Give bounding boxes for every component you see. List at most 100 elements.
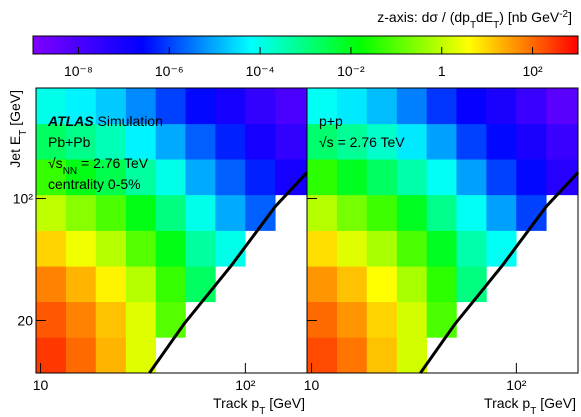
heat-cell bbox=[215, 88, 246, 125]
x-axis-title: Track pT [GeV] bbox=[213, 395, 305, 417]
curve bbox=[148, 171, 309, 374]
heat-cell bbox=[366, 194, 398, 231]
heat-cell bbox=[125, 266, 157, 303]
heat-cell bbox=[155, 266, 186, 303]
z-tick-label: 10⁻⁴ bbox=[246, 63, 275, 79]
annotation: √sNN = 2.76 TeV bbox=[48, 155, 149, 177]
heat-cell bbox=[366, 88, 398, 125]
heat-cell bbox=[65, 123, 97, 160]
heat-cell bbox=[396, 301, 428, 338]
label-part: ] bbox=[568, 9, 572, 25]
label-part: [GeV] bbox=[265, 395, 305, 411]
heat-cell bbox=[95, 123, 127, 160]
heat-cell bbox=[125, 337, 157, 374]
x-tick-label: 10 bbox=[33, 377, 49, 393]
heat-cell bbox=[336, 88, 368, 125]
heat-cell bbox=[336, 230, 368, 267]
heat-cell bbox=[336, 123, 368, 160]
heat-cell bbox=[396, 337, 428, 374]
heat-cell bbox=[307, 301, 338, 338]
x-tick-label: 10² bbox=[235, 377, 256, 393]
z-tick-label: 1 bbox=[438, 63, 446, 79]
heat-cell bbox=[426, 230, 457, 267]
label-part: = 2.76 TeV bbox=[77, 155, 149, 171]
heat-cell bbox=[155, 159, 186, 196]
heat-cell bbox=[396, 230, 428, 267]
heat-cell bbox=[215, 230, 246, 267]
heat-cell bbox=[307, 88, 338, 125]
heat-cell bbox=[155, 230, 186, 267]
label-part: ATLAS bbox=[47, 113, 94, 129]
heat-cell bbox=[486, 159, 517, 196]
heat-cell bbox=[125, 123, 157, 160]
label-part: [GeV] bbox=[7, 90, 23, 130]
panel bbox=[36, 88, 309, 374]
label-part: Track p bbox=[484, 395, 530, 411]
x-axis-title: Track pT [GeV] bbox=[484, 395, 576, 417]
heat-cell bbox=[366, 266, 398, 303]
label-part: centrality 0-5% bbox=[48, 176, 141, 192]
heat-cell bbox=[307, 266, 338, 303]
heat-cell bbox=[245, 123, 276, 160]
heat-cell bbox=[95, 301, 127, 338]
heat-cell bbox=[215, 123, 246, 160]
heat-cell bbox=[95, 159, 127, 196]
heat-cell bbox=[336, 266, 368, 303]
z-title: z-axis: dσ / (dpTdET) [nb GeV-2] bbox=[377, 9, 572, 31]
heat-cell bbox=[307, 230, 338, 267]
heat-cell bbox=[366, 123, 398, 160]
heat-cell bbox=[155, 123, 186, 160]
label-part: Track p bbox=[213, 395, 259, 411]
label-part: -2 bbox=[559, 9, 568, 20]
label-part: NN bbox=[63, 166, 77, 177]
heat-cell bbox=[155, 301, 186, 338]
heat-cell bbox=[125, 194, 157, 231]
heat-cell bbox=[36, 194, 67, 231]
heat-cell bbox=[36, 266, 67, 303]
heat-cell bbox=[426, 301, 457, 338]
label-part: Pb+Pb bbox=[48, 134, 91, 150]
panel bbox=[307, 88, 580, 374]
heat-cell bbox=[95, 337, 127, 374]
heat-cell bbox=[396, 194, 428, 231]
heat-cell bbox=[65, 159, 97, 196]
label-part: dE bbox=[476, 9, 493, 25]
heat-cell bbox=[366, 159, 398, 196]
x-tick-label: 10² bbox=[506, 377, 527, 393]
y-tick-label: 20 bbox=[17, 312, 33, 328]
annotation: ATLAS Simulation bbox=[47, 113, 163, 129]
heat-cell bbox=[307, 159, 338, 196]
heat-cell bbox=[65, 230, 97, 267]
label-part: p+p bbox=[319, 113, 343, 129]
heat-cell bbox=[456, 230, 487, 267]
heat-cell bbox=[65, 337, 97, 374]
z-tick-label: 10⁻⁶ bbox=[155, 63, 184, 79]
heat-cell bbox=[36, 123, 67, 160]
heat-cell bbox=[307, 123, 338, 160]
heat-cell bbox=[125, 301, 157, 338]
heat-cell bbox=[36, 88, 67, 125]
heat-cell bbox=[245, 159, 276, 196]
heat-cell bbox=[185, 194, 216, 231]
label-part: T bbox=[259, 406, 265, 417]
heat-cell bbox=[546, 123, 579, 160]
heat-cell bbox=[155, 194, 186, 231]
heat-cell bbox=[36, 301, 67, 338]
x-tick-label: 10 bbox=[304, 377, 320, 393]
heat-cell bbox=[125, 88, 157, 125]
z-tick-label: 10⁻⁸ bbox=[64, 63, 93, 79]
label-part: Simulation bbox=[94, 113, 163, 129]
frame bbox=[306, 87, 579, 374]
heat-cell bbox=[185, 230, 216, 267]
heat-cell bbox=[426, 88, 457, 125]
z-tick-label: 10⁻² bbox=[337, 63, 365, 79]
heat-cell bbox=[65, 301, 97, 338]
heat-cell bbox=[336, 301, 368, 338]
heat-cell bbox=[125, 230, 157, 267]
heat-cell bbox=[275, 88, 308, 125]
heat-cell bbox=[65, 194, 97, 231]
heat-cell bbox=[336, 194, 368, 231]
heat-cell bbox=[486, 123, 517, 160]
